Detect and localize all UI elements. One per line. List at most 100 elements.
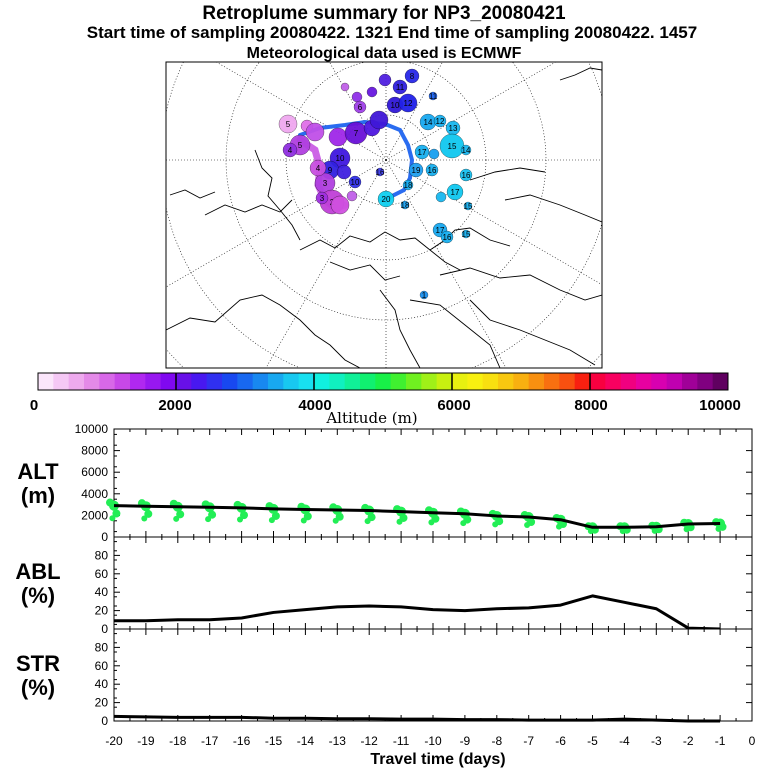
- trajectory-blue: [298, 119, 415, 202]
- x-tick-label: -13: [329, 734, 347, 748]
- plume-cluster-marker: [369, 110, 389, 130]
- meridian-line: [265, 159, 387, 368]
- coastline: [204, 199, 293, 216]
- x-tick-label: -17: [201, 734, 219, 748]
- coastline: [469, 299, 596, 366]
- altitude-scatter-point: [173, 515, 180, 522]
- altitude-scatter-point: [268, 517, 275, 524]
- x-tick-label: -8: [491, 734, 502, 748]
- x-tick-label: -18: [169, 734, 187, 748]
- colorbar-swatch: [298, 373, 315, 390]
- plume-cluster-marker: [330, 195, 350, 215]
- colorbar-swatch: [528, 373, 545, 390]
- colorbar-swatch: [390, 373, 407, 390]
- y-tick-label: 0: [101, 622, 108, 636]
- altitude-scatter-point: [492, 521, 499, 528]
- colorbar-swatch: [53, 373, 70, 390]
- panel-ylabel-unit: (m): [21, 483, 55, 508]
- coastline: [504, 194, 602, 223]
- series-line-abl: [114, 594, 721, 631]
- colorbar-swatch: [329, 373, 346, 390]
- series-line-str: [113, 714, 721, 723]
- altitude-scatter-point: [141, 515, 148, 522]
- coastline: [379, 289, 421, 368]
- cluster-day-label: 15: [448, 142, 457, 151]
- cluster-day-label: 5: [286, 120, 291, 129]
- colorbar-swatch: [283, 373, 300, 390]
- cluster-day-label: 9: [328, 166, 333, 175]
- cluster-day-label: 3: [323, 179, 328, 188]
- colorbar-swatch: [160, 373, 177, 390]
- cluster-day-label: 12: [436, 117, 445, 126]
- cluster-day-label: 3: [320, 194, 325, 203]
- plume-cluster-marker: [309, 159, 327, 177]
- colorbar-swatch: [99, 373, 116, 390]
- meridian-line: [215, 62, 387, 161]
- x-tick-label: -7: [523, 734, 534, 748]
- altitude-scatter-point: [237, 516, 243, 523]
- colorbar-tick-label: 10000: [699, 397, 741, 414]
- y-tick-label: 80: [95, 548, 109, 562]
- y-tick-label: 6000: [81, 465, 108, 479]
- altitude-scatter-point: [587, 528, 594, 535]
- coastline: [409, 299, 501, 368]
- cluster-day-label: 5: [298, 141, 303, 150]
- plume-cluster-marker: [402, 179, 414, 191]
- colorbar-swatch: [651, 373, 668, 390]
- cluster-day-label: 8: [410, 72, 415, 81]
- coastline: [439, 267, 602, 301]
- plume-cluster-marker: [336, 164, 352, 180]
- y-tick-label: 40: [95, 677, 109, 691]
- altitude-scatter-point: [144, 509, 153, 518]
- cluster-day-label: 10: [351, 178, 360, 187]
- colorbar-tick-label: 0: [30, 397, 38, 414]
- plume-cluster-marker: [440, 230, 454, 244]
- cluster-day-label: 18: [401, 201, 410, 210]
- colorbar-swatch: [682, 373, 698, 390]
- plume-cluster-marker: [463, 201, 473, 211]
- plume-cluster-marker: [328, 127, 348, 147]
- plume-cluster-marker: [433, 114, 447, 128]
- coastline: [559, 67, 602, 81]
- altitude-scatter-point: [715, 525, 722, 532]
- plume-cluster-marker: [305, 122, 325, 142]
- x-tick-label: -19: [137, 734, 155, 748]
- sampling-times: Start time of sampling 20080422. 1321 En…: [86, 23, 698, 42]
- plume-cluster-marker: [446, 183, 464, 201]
- cluster-day-label: 16: [443, 233, 452, 242]
- altitude-scatter-point: [208, 510, 217, 519]
- altitude-scatter-point: [619, 528, 626, 535]
- x-tick-label: -15: [265, 734, 283, 748]
- colorbar-swatch: [636, 373, 652, 390]
- colorbar-swatch: [666, 373, 683, 390]
- plume-cluster-marker: [419, 290, 429, 300]
- panel-ylabel: ABL: [15, 559, 60, 584]
- colorbar-swatch: [344, 373, 361, 390]
- plume-cluster-marker: [404, 68, 420, 84]
- y-tick-label: 0: [101, 530, 108, 544]
- meridian-line: [385, 159, 602, 286]
- colorbar-swatch: [252, 373, 269, 390]
- altitude-scatter-point: [683, 526, 690, 533]
- panel-alt: [106, 428, 753, 538]
- coastline: [329, 261, 401, 281]
- altitude-scatter-point: [205, 516, 212, 523]
- colorbar-swatch: [559, 373, 576, 390]
- cluster-day-label: 10: [336, 154, 345, 163]
- plume-cluster-marker: [435, 191, 447, 203]
- y-tick-label: 8000: [81, 444, 108, 458]
- colorbar-swatch: [130, 373, 146, 390]
- colorbar-swatch: [605, 373, 622, 390]
- colorbar-swatch: [222, 373, 238, 390]
- altitude-scatter-point: [428, 519, 435, 526]
- plume-cluster-marker: [428, 148, 440, 160]
- plume-cluster-marker: [400, 200, 410, 210]
- colorbar-swatch: [406, 373, 422, 390]
- y-tick-label: 4000: [81, 487, 108, 501]
- meridian-line: [329, 62, 387, 161]
- cluster-day-label: 4: [288, 146, 293, 155]
- plume-cluster-marker: [408, 162, 424, 178]
- colorbar-swatch: [697, 373, 714, 390]
- coastline: [166, 294, 361, 368]
